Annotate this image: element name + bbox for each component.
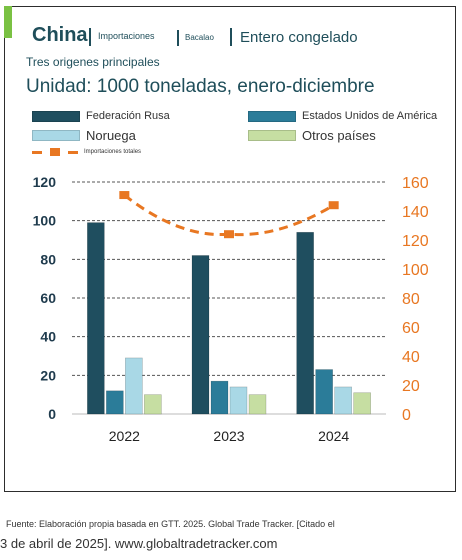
bar-usa [315,369,333,415]
legend-label: Importaciones totales [84,149,142,155]
source-note: Fuente: Elaboración propia basada en GTT… [6,519,335,529]
total-imports-line [123,193,335,237]
country-title: China [32,24,88,46]
y-tick-label-right: 20 [402,378,420,395]
y-tick-label-left: 100 [33,213,57,229]
bar-usa [106,390,124,415]
legend-line-swatch [32,147,78,157]
legend-item-others: Otros países [248,128,376,143]
legend-swatch [248,130,296,141]
header-separator [230,28,232,46]
y-tick-label-left: 120 [33,174,57,190]
breadcrumb-imports: Importaciones [98,31,155,41]
bar-others [248,394,267,415]
source-note-continued: 3 de abril de 2025]. www.globaltradetrac… [0,536,278,551]
bar-others [353,392,371,415]
bar-chart: 0 20 40 60 80 100 120 0 20 40 60 80 100 120 140 160 2022… [33,174,429,444]
y-tick-label-right: 100 [402,262,429,279]
y-tick-label-left: 20 [40,367,56,383]
y-tick-label-left: 60 [40,290,56,306]
accent-bar [4,6,12,38]
y-tick-label-right: 120 [402,233,429,250]
y-tick-label-right: 140 [402,204,429,221]
legend-item-russia: Federación Rusa [32,110,170,122]
y-tick-label-right: 0 [402,407,411,424]
bar-norway [229,386,248,415]
y-tick-label-right: 40 [402,349,420,366]
total-imports-marker [224,230,234,239]
legend-label: Otros países [302,128,376,143]
legend-label: Noruega [86,128,136,143]
y-tick-label-left: 0 [48,406,56,422]
bar-russia [296,231,314,415]
total-imports-marker [119,191,130,200]
legend-swatch [32,110,80,122]
breadcrumb-product: Bacalao [185,33,214,42]
unit-label: Unidad: 1000 toneladas, enero-diciembre [26,76,375,97]
y-tick-label-right: 60 [402,320,420,337]
y-tick-label-left: 80 [40,251,56,267]
breadcrumb-form: Entero congelado [240,29,358,46]
legend-item-norway: Noruega [32,128,136,143]
bar-norway [334,386,352,415]
y-tick-label-right: 160 [402,175,429,192]
header-separator [177,30,179,46]
bar-norway [125,357,143,415]
x-tick-label: 2024 [318,428,349,444]
legend-label: Estados Unidos de América [302,110,438,122]
x-tick-label: 2023 [213,428,244,444]
bar-russia [87,222,105,415]
x-tick-label: 2022 [109,428,140,444]
legend-swatch [32,130,80,141]
chart-subtitle: Tres origenes principales [26,55,160,69]
bar-others [144,394,162,415]
bar-russia [191,255,210,415]
legend-item-total: Importaciones totales [32,147,141,157]
bar-usa [210,380,229,415]
legend-item-usa: Estados Unidos de América [248,110,437,122]
y-tick-label-left: 40 [40,329,56,345]
legend-swatch [248,110,296,122]
header-separator [89,28,91,46]
legend-label: Federación Rusa [86,110,170,122]
total-imports-marker [328,201,339,210]
y-tick-label-right: 80 [402,291,420,308]
